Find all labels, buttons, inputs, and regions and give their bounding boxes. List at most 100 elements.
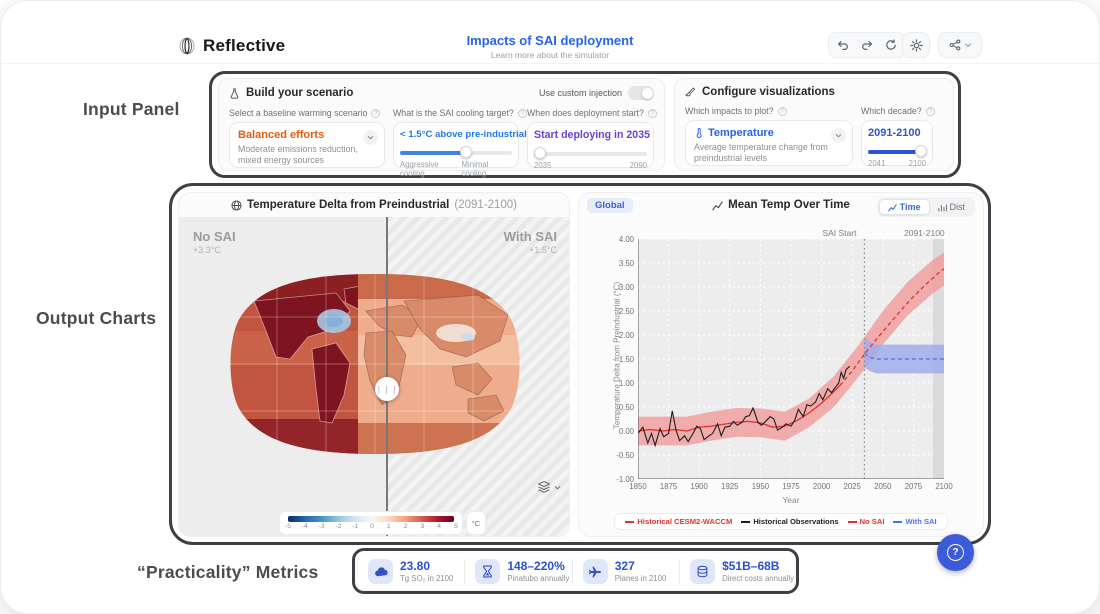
thermometer-icon xyxy=(694,128,704,138)
help-icon[interactable]: ? xyxy=(777,106,787,116)
world-heatmap xyxy=(230,274,520,454)
scenario-icon xyxy=(229,87,240,99)
practicality-metrics-bar: 23.80 Tg SO₂ in 2100 148–220% Pinatubo ann… xyxy=(358,553,794,590)
metric-value: $51B–68B xyxy=(722,558,780,573)
colorbar-gradient xyxy=(288,516,454,522)
chart-legend: Historical CESM2-WACCM Historical Observa… xyxy=(579,513,983,530)
deployment-min-label: 2035 xyxy=(534,161,552,170)
chevron-down-icon[interactable] xyxy=(831,128,846,143)
map-compare-divider xyxy=(386,217,388,536)
decade-control: 2091-2100 2041 2100 xyxy=(861,120,933,168)
map-title: Temperature Delta from Preindustrial xyxy=(246,199,450,211)
decade-min-label: 2041 xyxy=(868,159,886,168)
annotation-output-charts: Output Charts xyxy=(36,308,157,328)
decade-label: Which decade? xyxy=(861,106,922,116)
deployment-start-label: When does deployment start? xyxy=(527,108,644,118)
plane-icon xyxy=(582,559,608,584)
metric-value: 148–220% xyxy=(507,558,565,573)
metric-label: Direct costs annually xyxy=(722,574,795,584)
map-compare-handle[interactable]: ❘❘❘ xyxy=(375,377,399,401)
map-layers-button[interactable] xyxy=(537,480,561,494)
question-icon: ? xyxy=(947,544,964,561)
metric-label: Planes in 2100 xyxy=(614,574,667,584)
metric-value: 23.80 xyxy=(400,558,431,573)
impacts-dropdown[interactable]: Temperature Average temperature change f… xyxy=(685,120,853,166)
share-button[interactable] xyxy=(938,32,982,58)
brand-logo[interactable]: Reflective xyxy=(178,36,285,56)
build-scenario-card: Build your scenario Use custom injection… xyxy=(218,78,665,178)
no-sai-label-block: No SAI +3.3°C xyxy=(193,229,236,255)
map-canvas[interactable]: No SAI +3.3°C With SAI +1.5°C xyxy=(179,217,569,536)
toggle-dist-button[interactable]: Dist xyxy=(930,199,974,215)
help-button[interactable]: ? xyxy=(937,534,974,571)
chevron-down-icon[interactable] xyxy=(363,130,378,145)
scenario-card-title: Build your scenario xyxy=(246,87,354,99)
reflective-logo-icon xyxy=(178,37,196,55)
help-icon[interactable]: ? xyxy=(925,106,935,116)
colorbar-unit: °C xyxy=(466,511,486,535)
metric-costs: $51B–68B Direct costs annually xyxy=(679,559,794,584)
metric-planes: 327 Planes in 2100 xyxy=(571,558,679,584)
colorbar-ticks: -5 -4 -3 -2 -1 0 1 2 3 4 5 xyxy=(284,523,458,530)
region-badge[interactable]: Global xyxy=(587,198,633,213)
configure-visualizations-card: Configure visualizations Which impacts t… xyxy=(674,78,954,171)
cooling-max-label: Minimal cooling xyxy=(461,160,489,178)
share-icon xyxy=(949,39,961,51)
impacts-description: Average temperature change from preindus… xyxy=(694,142,828,163)
x-axis-ticks: 1850 1875 1900 1925 1950 1975 2000 2025 2050 2075… xyxy=(629,482,953,491)
baseline-dropdown[interactable]: Balanced efforts Moderate emissions redu… xyxy=(229,122,385,168)
layers-icon xyxy=(537,480,551,494)
custom-injection-toggle[interactable] xyxy=(628,86,654,100)
page-title-block: Impacts of SAI deployment Learn more abo… xyxy=(390,33,710,60)
decade-annotation: 2091-2100 xyxy=(904,228,945,238)
page-title: Impacts of SAI deployment xyxy=(466,33,634,48)
gear-icon xyxy=(904,33,928,57)
help-icon[interactable]: ? xyxy=(517,108,527,118)
reset-button[interactable] xyxy=(879,33,903,57)
impacts-label: Which impacts to plot? xyxy=(685,106,774,116)
redo-button[interactable] xyxy=(855,33,879,57)
help-icon[interactable]: ? xyxy=(647,108,657,118)
decade-slider[interactable] xyxy=(868,145,927,157)
undo-button[interactable] xyxy=(831,33,855,57)
deployment-start-value: Start deploying in 2035 xyxy=(534,129,650,141)
with-sai-label: With SAI xyxy=(503,229,557,244)
impacts-value: Temperature xyxy=(708,127,774,139)
line-chart-icon xyxy=(712,200,723,211)
toggle-time-button[interactable]: Time xyxy=(878,199,930,215)
with-sai-label-block: With SAI +1.5°C xyxy=(504,229,557,255)
page-subtitle-link[interactable]: Learn more about the simulator xyxy=(490,50,610,60)
metric-value: 327 xyxy=(614,558,635,573)
history-controls xyxy=(828,32,906,58)
sai-start-annotation: SAI Start xyxy=(822,228,857,238)
baseline-description: Moderate emissions reduction, mixed ener… xyxy=(238,144,358,165)
chevron-down-icon xyxy=(964,41,972,49)
decade-max-label: 2100 xyxy=(908,159,926,168)
annotation-practicality-metrics: “Practicality” Metrics xyxy=(137,562,319,582)
brand-name: Reflective xyxy=(203,36,286,55)
metric-label: Pinatubo annually xyxy=(507,574,570,584)
globe-icon xyxy=(231,199,242,211)
x-axis-label: Year xyxy=(782,495,800,505)
cooling-target-slider[interactable] xyxy=(400,146,512,158)
custom-injection-label: Use custom injection xyxy=(538,88,622,98)
decade-value: 2091-2100 xyxy=(868,127,921,139)
no-sai-label: No SAI xyxy=(193,229,236,244)
app-header xyxy=(0,0,1100,64)
chart-mode-toggle: Time Dist xyxy=(876,197,975,217)
no-sai-value: +3.3°C xyxy=(193,245,221,255)
coins-icon xyxy=(690,559,716,584)
annotation-input-panel: Input Panel xyxy=(83,99,180,119)
settings-button[interactable] xyxy=(902,32,930,58)
viz-card-title: Configure visualizations xyxy=(702,86,835,98)
hourglass-icon xyxy=(475,559,501,584)
cooling-target-value: < 1.5°C above pre-industrial xyxy=(400,129,527,140)
time-series-chart[interactable] xyxy=(638,239,944,479)
deployment-max-label: 2090 xyxy=(629,161,647,170)
map-title-decade: (2091-2100) xyxy=(454,199,518,211)
time-chart-title: Mean Temp Over Time xyxy=(728,199,850,211)
help-icon[interactable]: ? xyxy=(371,108,381,118)
time-series-panel: Mean Temp Over Time Global Time Dist Tem… xyxy=(578,192,984,537)
deployment-start-slider[interactable] xyxy=(534,147,647,159)
